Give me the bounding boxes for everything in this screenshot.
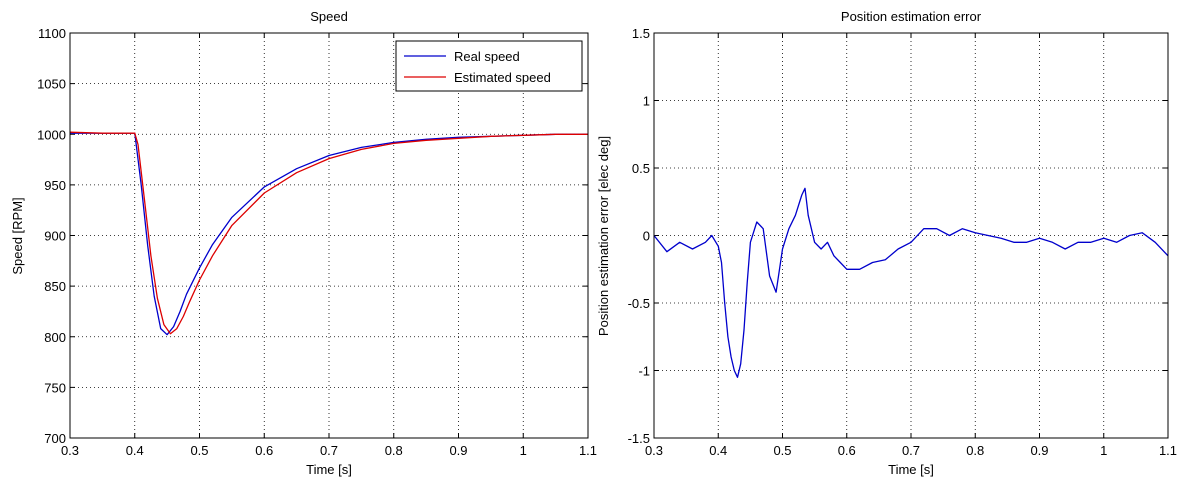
y-tick-label: 1100 bbox=[38, 26, 66, 41]
position-error-plot: 0.3 0.4 0.5 0.6 0.7 0.8 0.9 1 1.1 -1.5 -1 -0.5 0 0.5 1… bbox=[596, 9, 1177, 477]
position-error-plot-ylabel: Position estimation error [elec deg] bbox=[596, 136, 611, 336]
x-tick-label: 0.7 bbox=[902, 443, 920, 458]
x-tick-label: 0.5 bbox=[190, 443, 208, 458]
x-tick-label: 0.8 bbox=[385, 443, 403, 458]
y-tick-label: 1 bbox=[643, 94, 650, 109]
x-tick-label: 0.8 bbox=[966, 443, 984, 458]
y-tick-label: 0 bbox=[643, 229, 650, 244]
legend-label: Estimated speed bbox=[454, 70, 551, 85]
y-tick-label: 700 bbox=[44, 431, 66, 446]
y-tick-label: 0.5 bbox=[632, 161, 650, 176]
y-tick-label: 1000 bbox=[37, 127, 66, 142]
x-tick-label: 1.1 bbox=[1159, 443, 1177, 458]
y-tick-label: 1.5 bbox=[632, 26, 650, 41]
x-tick-label: 0.7 bbox=[320, 443, 338, 458]
x-tick-label: 0.5 bbox=[773, 443, 791, 458]
x-tick-label: 0.9 bbox=[1030, 443, 1048, 458]
series-line-real-speed bbox=[70, 132, 588, 336]
x-tick-label: 0.4 bbox=[126, 443, 144, 458]
position-error-plot-title: Position estimation error bbox=[841, 9, 982, 24]
speed-plot-xlabel: Time [s] bbox=[306, 462, 352, 477]
y-tick-label: -1.5 bbox=[628, 431, 650, 446]
speed-plot-ylabel: Speed [RPM] bbox=[10, 197, 25, 274]
y-tick-label: 750 bbox=[44, 380, 66, 395]
axes-frame bbox=[69, 32, 589, 439]
x-tick-label: 1.1 bbox=[579, 443, 597, 458]
y-tick-label: 800 bbox=[44, 330, 66, 345]
speed-plot: 0.3 0.4 0.5 0.6 0.7 0.8 0.9 1 1.1 700 750 800 850 900… bbox=[10, 9, 597, 477]
y-tick-label: -0.5 bbox=[628, 296, 650, 311]
plot-area bbox=[70, 33, 588, 438]
position-error-plot-xlabel: Time [s] bbox=[888, 462, 934, 477]
x-tick-label: 0.3 bbox=[645, 443, 663, 458]
series-line-0 bbox=[653, 187, 1169, 378]
legend bbox=[395, 40, 583, 92]
x-tick-label: 0.3 bbox=[61, 443, 79, 458]
axes-frame bbox=[653, 32, 1169, 439]
x-tick-label: 0.4 bbox=[709, 443, 727, 458]
y-tick-label: 1050 bbox=[37, 77, 66, 92]
x-tick-label: 0.9 bbox=[449, 443, 467, 458]
y-tick-label: -1 bbox=[638, 364, 650, 379]
y-tick-label: 900 bbox=[44, 229, 66, 244]
x-tick-label: 0.6 bbox=[255, 443, 273, 458]
x-tick-label: 1 bbox=[1100, 443, 1107, 458]
y-tick-label: 950 bbox=[44, 178, 66, 193]
x-tick-label: 0.6 bbox=[838, 443, 856, 458]
y-tick-label: 850 bbox=[44, 279, 66, 294]
speed-plot-title: Speed bbox=[310, 9, 348, 24]
x-tick-label: 1 bbox=[520, 443, 527, 458]
series-line-estimated-speed bbox=[69, 131, 588, 335]
legend-label: Real speed bbox=[454, 49, 520, 64]
